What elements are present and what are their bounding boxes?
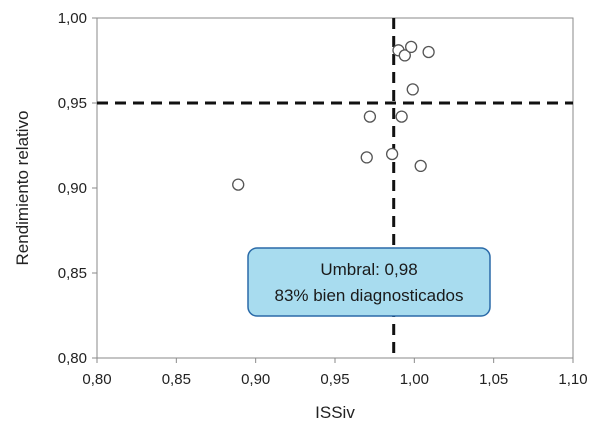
data-point: [398, 49, 411, 62]
x-axis-title: ISSiv: [315, 403, 355, 422]
data-point: [405, 40, 418, 54]
data-points: [232, 40, 435, 191]
annotation-line-1: Umbral: 0,98: [320, 260, 417, 279]
x-tick-label: 1,05: [479, 371, 508, 388]
y-tick-label: 0,80: [58, 350, 87, 367]
y-tick-label: 1,00: [58, 10, 87, 27]
x-tick-label: 1,10: [558, 371, 587, 388]
threshold-lines: [97, 18, 573, 358]
data-point: [232, 178, 245, 191]
data-point: [385, 147, 399, 161]
data-point: [422, 45, 435, 59]
y-tick-label: 0,90: [58, 180, 87, 197]
x-axis: 0,80 0,85 0,90 0,95 1,00 1,05 1,10: [82, 358, 588, 388]
data-point: [406, 83, 419, 96]
x-tick-label: 0,95: [320, 371, 349, 388]
annotation-line-2: 83% bien diagnosticados: [274, 286, 463, 305]
y-axis: 0,80 0,85 0,90 0,95 1,00: [58, 10, 97, 367]
annotation-box: Umbral: 0,98 83% bien diagnosticados: [247, 247, 491, 317]
data-point: [360, 151, 373, 164]
x-tick-label: 0,85: [162, 371, 191, 388]
y-axis-title: Rendimiento relativo: [13, 111, 32, 266]
y-tick-label: 0,85: [58, 265, 87, 282]
x-tick-label: 1,00: [400, 371, 429, 388]
data-point: [414, 159, 427, 173]
data-point: [395, 110, 408, 123]
x-tick-label: 0,90: [241, 371, 270, 388]
annotation-rect: [247, 247, 491, 317]
y-tick-label: 0,95: [58, 95, 87, 112]
data-point: [363, 110, 377, 123]
x-tick-label: 0,80: [82, 371, 111, 388]
